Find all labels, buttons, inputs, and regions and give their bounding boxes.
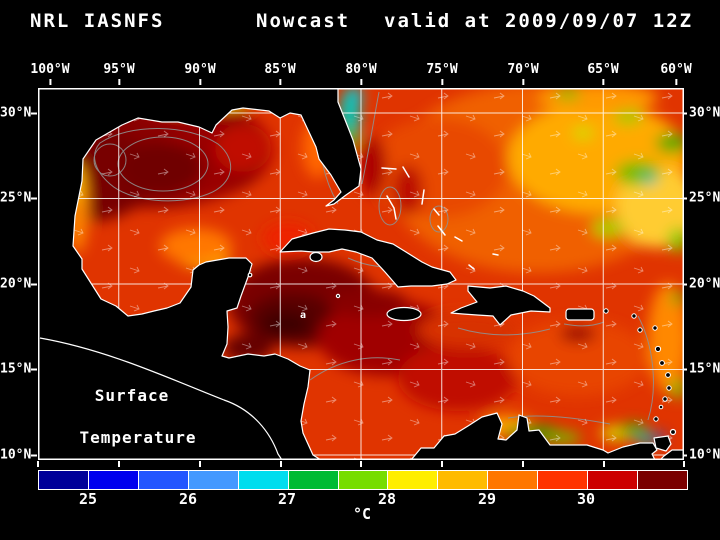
bottom-tick — [360, 461, 362, 467]
bottom-tick — [441, 461, 443, 467]
colorbar-tick-27: 27 — [277, 490, 297, 508]
colorbar-segment — [188, 471, 239, 489]
island-cozumel — [247, 272, 253, 278]
lat-label-right-15n: 15°N — [689, 361, 720, 377]
lon-label-90w: 90°W — [184, 62, 216, 77]
island-hispaniola — [450, 285, 551, 326]
lat-label-left-10n: 10°N — [0, 447, 32, 463]
colorbar-unit: °C — [352, 505, 372, 523]
colorbar-segment — [39, 471, 89, 489]
lesser-antilles-islands — [603, 308, 672, 422]
colorbar-segment — [488, 471, 539, 489]
bottom-tick — [280, 461, 282, 467]
colorbar-segment — [338, 471, 389, 489]
lat-label-right-25n: 25°N — [689, 190, 720, 206]
lat-label-right-10n: 10°N — [689, 447, 720, 463]
bottom-tick — [683, 461, 685, 467]
overlay-label-surface: Surface — [95, 386, 169, 405]
lon-label-85w: 85°W — [264, 62, 296, 77]
lon-label-70w: 70°W — [507, 62, 539, 77]
land-south-america — [410, 412, 658, 460]
colorbar-segment — [538, 471, 589, 489]
lon-label-65w: 65°W — [587, 62, 619, 77]
lon-label-75w: 75°W — [426, 62, 458, 77]
overlay-label-temperature: Temperature — [80, 428, 197, 447]
colorbar-tick-25: 25 — [78, 490, 98, 508]
colorbar-segment — [588, 471, 639, 489]
lat-label-left-15n: 15°N — [0, 361, 32, 377]
colorbar-segment — [438, 471, 489, 489]
colorbar-tick-26: 26 — [178, 490, 198, 508]
plot-border — [38, 88, 684, 460]
land-masses — [38, 88, 684, 460]
model-name: NRL IASNFS — [30, 10, 165, 32]
valid-time: valid at 2009/09/07 12Z — [384, 10, 694, 32]
bottom-tick — [199, 461, 201, 467]
island-cuba — [279, 228, 457, 288]
bottom-tick — [118, 461, 120, 467]
land-north-central-america — [38, 88, 362, 460]
island-trinidad — [653, 435, 672, 452]
colorbar-tick-30: 30 — [576, 490, 596, 508]
lat-label-left-20n: 20°N — [0, 276, 32, 292]
lat-label-left-25n: 25°N — [0, 190, 32, 206]
island-puerto-rico — [565, 308, 595, 321]
bottom-tick — [37, 461, 39, 467]
colorbar — [38, 470, 688, 490]
colorbar-segment — [288, 471, 339, 489]
colorbar-tick-28: 28 — [377, 490, 397, 508]
bottom-tick — [603, 461, 605, 467]
island-grand-cayman — [335, 293, 341, 299]
colorbar-segment — [88, 471, 139, 489]
pacific-coastline — [39, 337, 283, 460]
lon-label-95w: 95°W — [103, 62, 135, 77]
island-tobago — [669, 428, 677, 436]
colorbar-segment — [238, 471, 289, 489]
lat-label-left-30n: 30°N — [0, 105, 32, 121]
colorbar-segment — [138, 471, 189, 489]
product-type: Nowcast — [256, 10, 351, 32]
colorbar-tick-29: 29 — [477, 490, 497, 508]
colorbar-segments — [39, 471, 687, 489]
lon-label-60w: 60°W — [660, 62, 692, 77]
colorbar-segment — [388, 471, 439, 489]
sst-map: Surface Temperature a — [38, 88, 684, 460]
lon-label-80w: 80°W — [345, 62, 377, 77]
lon-label-100w: 100°W — [30, 62, 70, 77]
bottom-tick — [522, 461, 524, 467]
colorbar-segment — [638, 471, 687, 489]
lat-label-right-30n: 30°N — [689, 105, 720, 121]
land-orinoco-corner — [659, 449, 684, 460]
island-isle-of-youth — [309, 251, 323, 263]
island-jamaica — [386, 306, 422, 322]
map-annotation-a: a — [300, 310, 306, 321]
lat-label-right-20n: 20°N — [689, 276, 720, 292]
bahamas-islands — [381, 166, 499, 270]
